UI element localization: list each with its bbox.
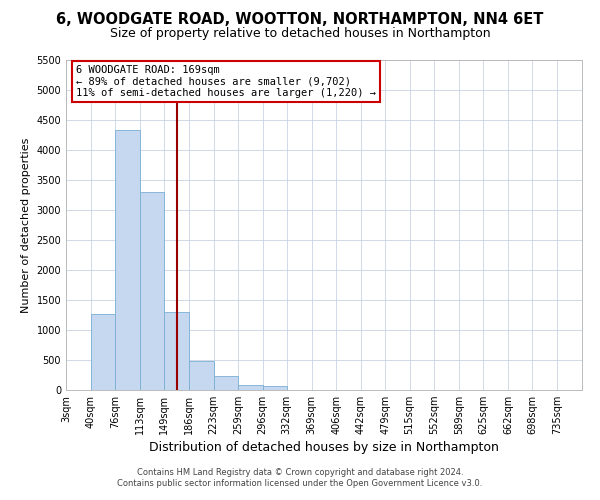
Bar	[91, 314, 115, 390]
Bar	[189, 361, 214, 390]
Text: 6, WOODGATE ROAD, WOOTTON, NORTHAMPTON, NN4 6ET: 6, WOODGATE ROAD, WOOTTON, NORTHAMPTON, …	[56, 12, 544, 28]
Bar	[263, 386, 287, 390]
X-axis label: Distribution of detached houses by size in Northampton: Distribution of detached houses by size …	[149, 442, 499, 454]
Bar	[140, 192, 164, 390]
Text: 6 WOODGATE ROAD: 169sqm
← 89% of detached houses are smaller (9,702)
11% of semi: 6 WOODGATE ROAD: 169sqm ← 89% of detache…	[76, 65, 376, 98]
Bar	[238, 384, 263, 390]
Y-axis label: Number of detached properties: Number of detached properties	[21, 138, 31, 312]
Bar	[164, 312, 189, 390]
Text: Size of property relative to detached houses in Northampton: Size of property relative to detached ho…	[110, 28, 490, 40]
Bar	[115, 130, 140, 390]
Text: Contains public sector information licensed under the Open Government Licence v3: Contains public sector information licen…	[118, 480, 482, 488]
Bar	[214, 376, 238, 390]
Text: Contains HM Land Registry data © Crown copyright and database right 2024.: Contains HM Land Registry data © Crown c…	[137, 468, 463, 477]
